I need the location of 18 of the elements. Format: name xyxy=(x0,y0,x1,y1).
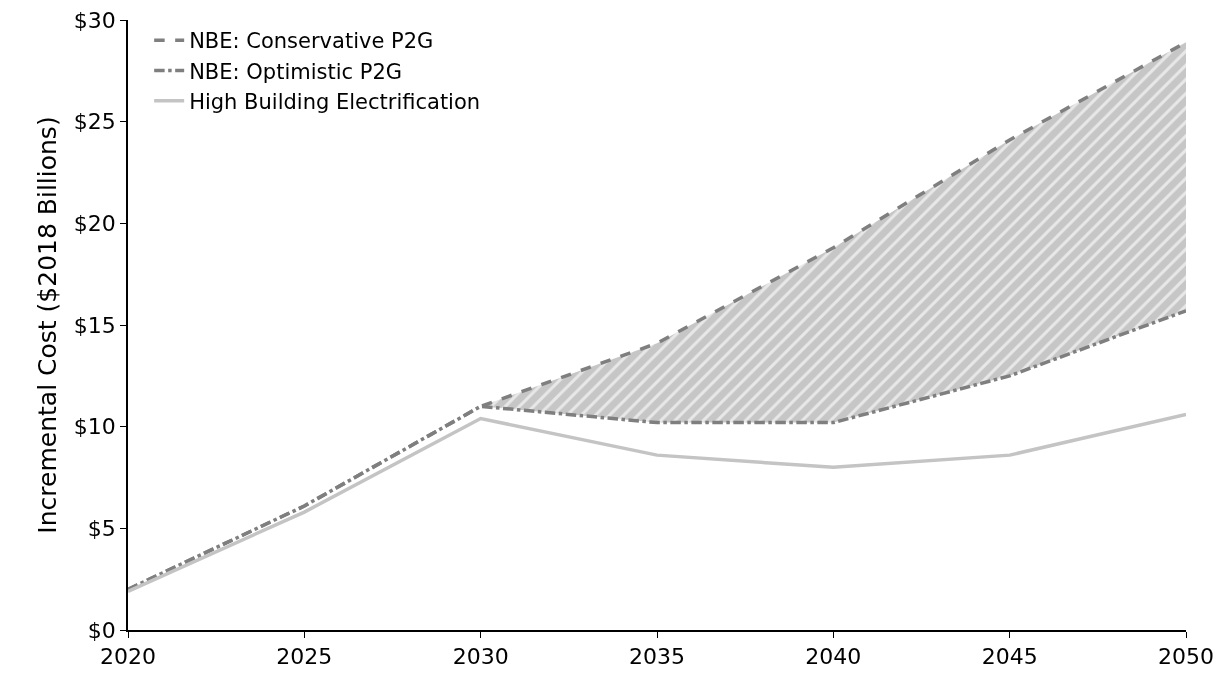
x-tick-label: 2050 xyxy=(1158,644,1214,670)
y-tick-label: $20 xyxy=(73,211,116,237)
y-tick-label: $0 xyxy=(87,617,116,643)
x-tick-label: 2025 xyxy=(276,644,333,670)
y-tick-label: $25 xyxy=(73,109,116,135)
x-tick-label: 2035 xyxy=(629,644,685,670)
x-tick-label: 2030 xyxy=(452,644,509,670)
y-tick-label: $10 xyxy=(73,414,116,440)
y-tick-label: $5 xyxy=(87,516,116,542)
legend-label: High Building Electrification xyxy=(189,89,481,114)
x-tick-label: 2045 xyxy=(981,644,1038,670)
x-tick-label: 2020 xyxy=(100,644,156,670)
legend-label: NBE: Optimistic P2G xyxy=(189,59,403,84)
y-axis-title: Incremental Cost ($2018 Billions) xyxy=(33,116,63,534)
legend-label: NBE: Conservative P2G xyxy=(189,29,434,54)
y-tick-label: $15 xyxy=(73,312,116,338)
y-tick-label: $30 xyxy=(73,7,116,33)
x-tick-label: 2040 xyxy=(805,644,862,670)
